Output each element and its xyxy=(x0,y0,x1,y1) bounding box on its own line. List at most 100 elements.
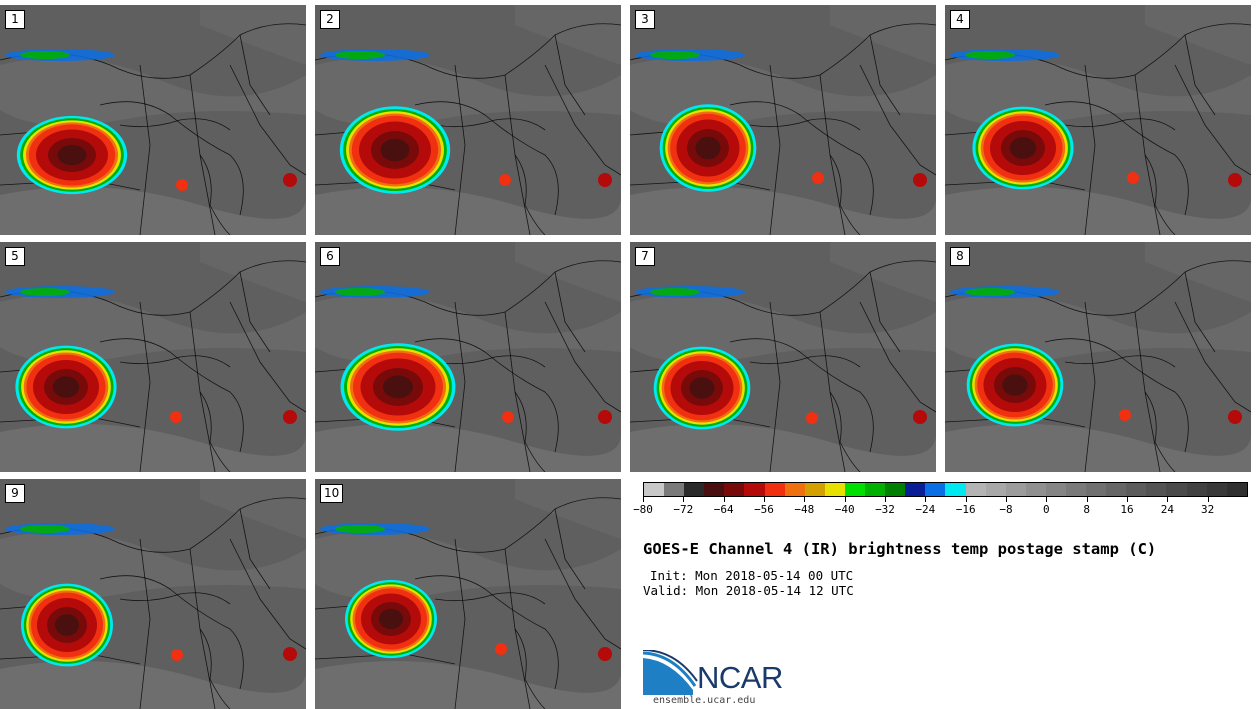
colorbar-swatch xyxy=(1126,483,1147,496)
convective-cell xyxy=(913,173,927,187)
convective-cell xyxy=(1009,137,1037,159)
convective-cell xyxy=(170,411,182,423)
cold-cloud-band xyxy=(20,51,70,59)
colorbar-tick-label: −56 xyxy=(754,503,774,516)
convective-cell xyxy=(283,647,297,661)
boundary-line xyxy=(229,64,306,176)
panel-label: 8 xyxy=(950,247,970,266)
convective-cell xyxy=(598,173,612,187)
cloud-band xyxy=(945,424,1251,472)
colorbar xyxy=(643,482,1248,497)
colorbar-swatch xyxy=(1025,483,1046,496)
panel-label: 2 xyxy=(320,10,340,29)
panel-label: 3 xyxy=(635,10,655,29)
cold-cloud-band xyxy=(650,51,700,59)
boundary-line xyxy=(229,301,306,413)
convective-cell xyxy=(499,174,511,186)
convective-cell xyxy=(379,608,403,630)
colorbar-tick-label: −72 xyxy=(673,503,694,516)
colorbar-swatch xyxy=(1086,483,1107,496)
colorbar-swatch xyxy=(1206,483,1227,496)
colorbar-tick xyxy=(1207,497,1209,502)
colorbar-swatch xyxy=(1166,483,1187,496)
cold-cloud-band xyxy=(20,525,70,533)
boundary-line xyxy=(434,118,546,131)
boundary-line xyxy=(434,355,546,368)
boundary-line xyxy=(414,575,559,690)
convective-cell xyxy=(1127,172,1139,184)
boundary-line xyxy=(859,301,936,413)
colorbar-swatch xyxy=(1005,483,1026,496)
colorbar-tick xyxy=(723,497,725,502)
panel-label: 9 xyxy=(5,484,25,503)
map-canvas xyxy=(630,242,936,472)
cold-cloud-band xyxy=(20,288,70,296)
colorbar-swatch xyxy=(885,483,906,496)
colorbar-swatch xyxy=(965,483,986,496)
map-canvas xyxy=(315,5,621,235)
boundary-line xyxy=(414,101,559,216)
cloud-band xyxy=(0,661,306,709)
convective-cell xyxy=(812,172,824,184)
boundary-line xyxy=(514,391,546,472)
convective-cell xyxy=(806,412,818,424)
colorbar-swatch xyxy=(1146,483,1167,496)
colorbar-tick xyxy=(925,497,927,502)
boundary-line xyxy=(554,508,586,590)
cloud-band xyxy=(315,424,621,472)
boundary-line xyxy=(729,101,874,216)
panel-10: 10 xyxy=(315,479,621,709)
cold-cloud-band xyxy=(650,288,700,296)
convective-cell xyxy=(1228,173,1242,187)
panel-label: 10 xyxy=(320,484,344,503)
cloud-band xyxy=(200,242,306,302)
colorbar-tick xyxy=(683,497,685,502)
colorbar-ticks: −80 −72 −64 −56 −48 −40 −32 −24 −16 −8 0 8 16 24 32 xyxy=(633,497,1248,521)
boundary-line xyxy=(454,538,466,709)
cold-cloud-band xyxy=(965,51,1015,59)
boundary-line xyxy=(454,64,466,235)
colorbar-swatch xyxy=(744,483,765,496)
colorbar-swatch xyxy=(1226,483,1247,496)
boundary-line xyxy=(414,338,559,453)
panel-4: 4 xyxy=(945,5,1251,235)
convective-cell xyxy=(57,144,87,166)
convective-cell xyxy=(695,136,721,160)
convective-cell xyxy=(380,138,410,162)
colorbar-tick xyxy=(643,497,644,502)
convective-cell xyxy=(1119,409,1131,421)
panel-8: 8 xyxy=(945,242,1251,472)
colorbar-swatch xyxy=(724,483,745,496)
colorbar-swatch xyxy=(905,483,926,496)
convective-cell xyxy=(502,411,514,423)
boundary-line xyxy=(554,271,586,353)
convective-cell xyxy=(283,173,297,187)
cloud-band xyxy=(0,187,306,235)
boundary-line xyxy=(1084,64,1096,235)
convective-cell xyxy=(495,643,507,655)
cloud-band xyxy=(630,187,936,235)
colorbar-swatch xyxy=(1186,483,1207,496)
boundary-line xyxy=(514,154,546,235)
boundary-line xyxy=(239,271,271,353)
colorbar-tick-label: −80 xyxy=(633,503,653,516)
colorbar-tick-label: 32 xyxy=(1201,503,1215,516)
boundary-line xyxy=(514,628,546,709)
panel-9: 9 xyxy=(0,479,306,709)
boundary-line xyxy=(554,34,586,116)
panel-label: 1 xyxy=(5,10,25,29)
boundary-line xyxy=(229,538,306,650)
colorbar-tick xyxy=(764,497,765,502)
boundary-line xyxy=(1064,355,1176,368)
colorbar-tick-label: −24 xyxy=(915,503,936,516)
boundary-line xyxy=(829,154,861,235)
boundary-line xyxy=(454,301,466,472)
colorbar-tick-label: 0 xyxy=(1043,503,1050,516)
cloud-band xyxy=(515,479,621,539)
boundary-line xyxy=(869,34,901,116)
cloud-band xyxy=(0,294,306,363)
colorbar-tick-label: 24 xyxy=(1160,503,1174,516)
panel-label: 4 xyxy=(950,10,970,29)
panel-label: 5 xyxy=(5,247,25,266)
colorbar-swatch xyxy=(784,483,805,496)
